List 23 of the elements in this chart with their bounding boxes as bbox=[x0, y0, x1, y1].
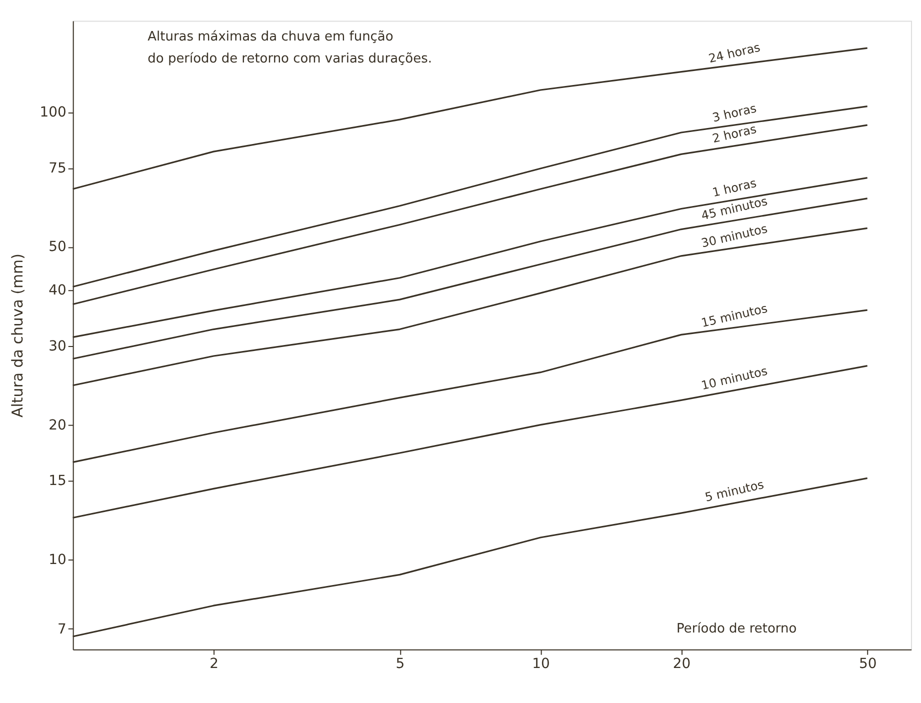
y-tick-label: 40 bbox=[48, 282, 66, 299]
y-tick-label: 30 bbox=[48, 338, 66, 355]
y-tick-label: 15 bbox=[48, 473, 66, 490]
y-tick-label: 10 bbox=[48, 552, 66, 568]
text: 30 minutos bbox=[700, 222, 769, 250]
x-tick-label: 50 bbox=[858, 656, 877, 672]
x-tick-label: 20 bbox=[672, 656, 691, 672]
x-tick-label: 2 bbox=[210, 656, 219, 672]
x-tick-label: 10 bbox=[532, 656, 550, 672]
text: Alturas máximas da chuva em função do período de retorno com varias durações. bbox=[148, 30, 432, 67]
text: 5 minutos bbox=[704, 477, 766, 504]
y-axis-title: Altura da chuva (mm) bbox=[8, 254, 27, 418]
y-tick-label: 50 bbox=[48, 239, 66, 256]
x-tick-label: 5 bbox=[396, 656, 405, 672]
text: 1 horas bbox=[710, 176, 758, 200]
text: 10 minutos bbox=[700, 364, 769, 393]
text: 15 minutos bbox=[700, 301, 769, 330]
text: 24 horas bbox=[707, 40, 762, 66]
y-tick-label: 20 bbox=[48, 417, 66, 434]
y-tick-label: 7 bbox=[57, 621, 66, 638]
y-tick-label: 75 bbox=[48, 160, 66, 176]
x-axis-title: Período de retorno bbox=[676, 621, 797, 636]
y-tick-label: 100 bbox=[40, 104, 66, 121]
